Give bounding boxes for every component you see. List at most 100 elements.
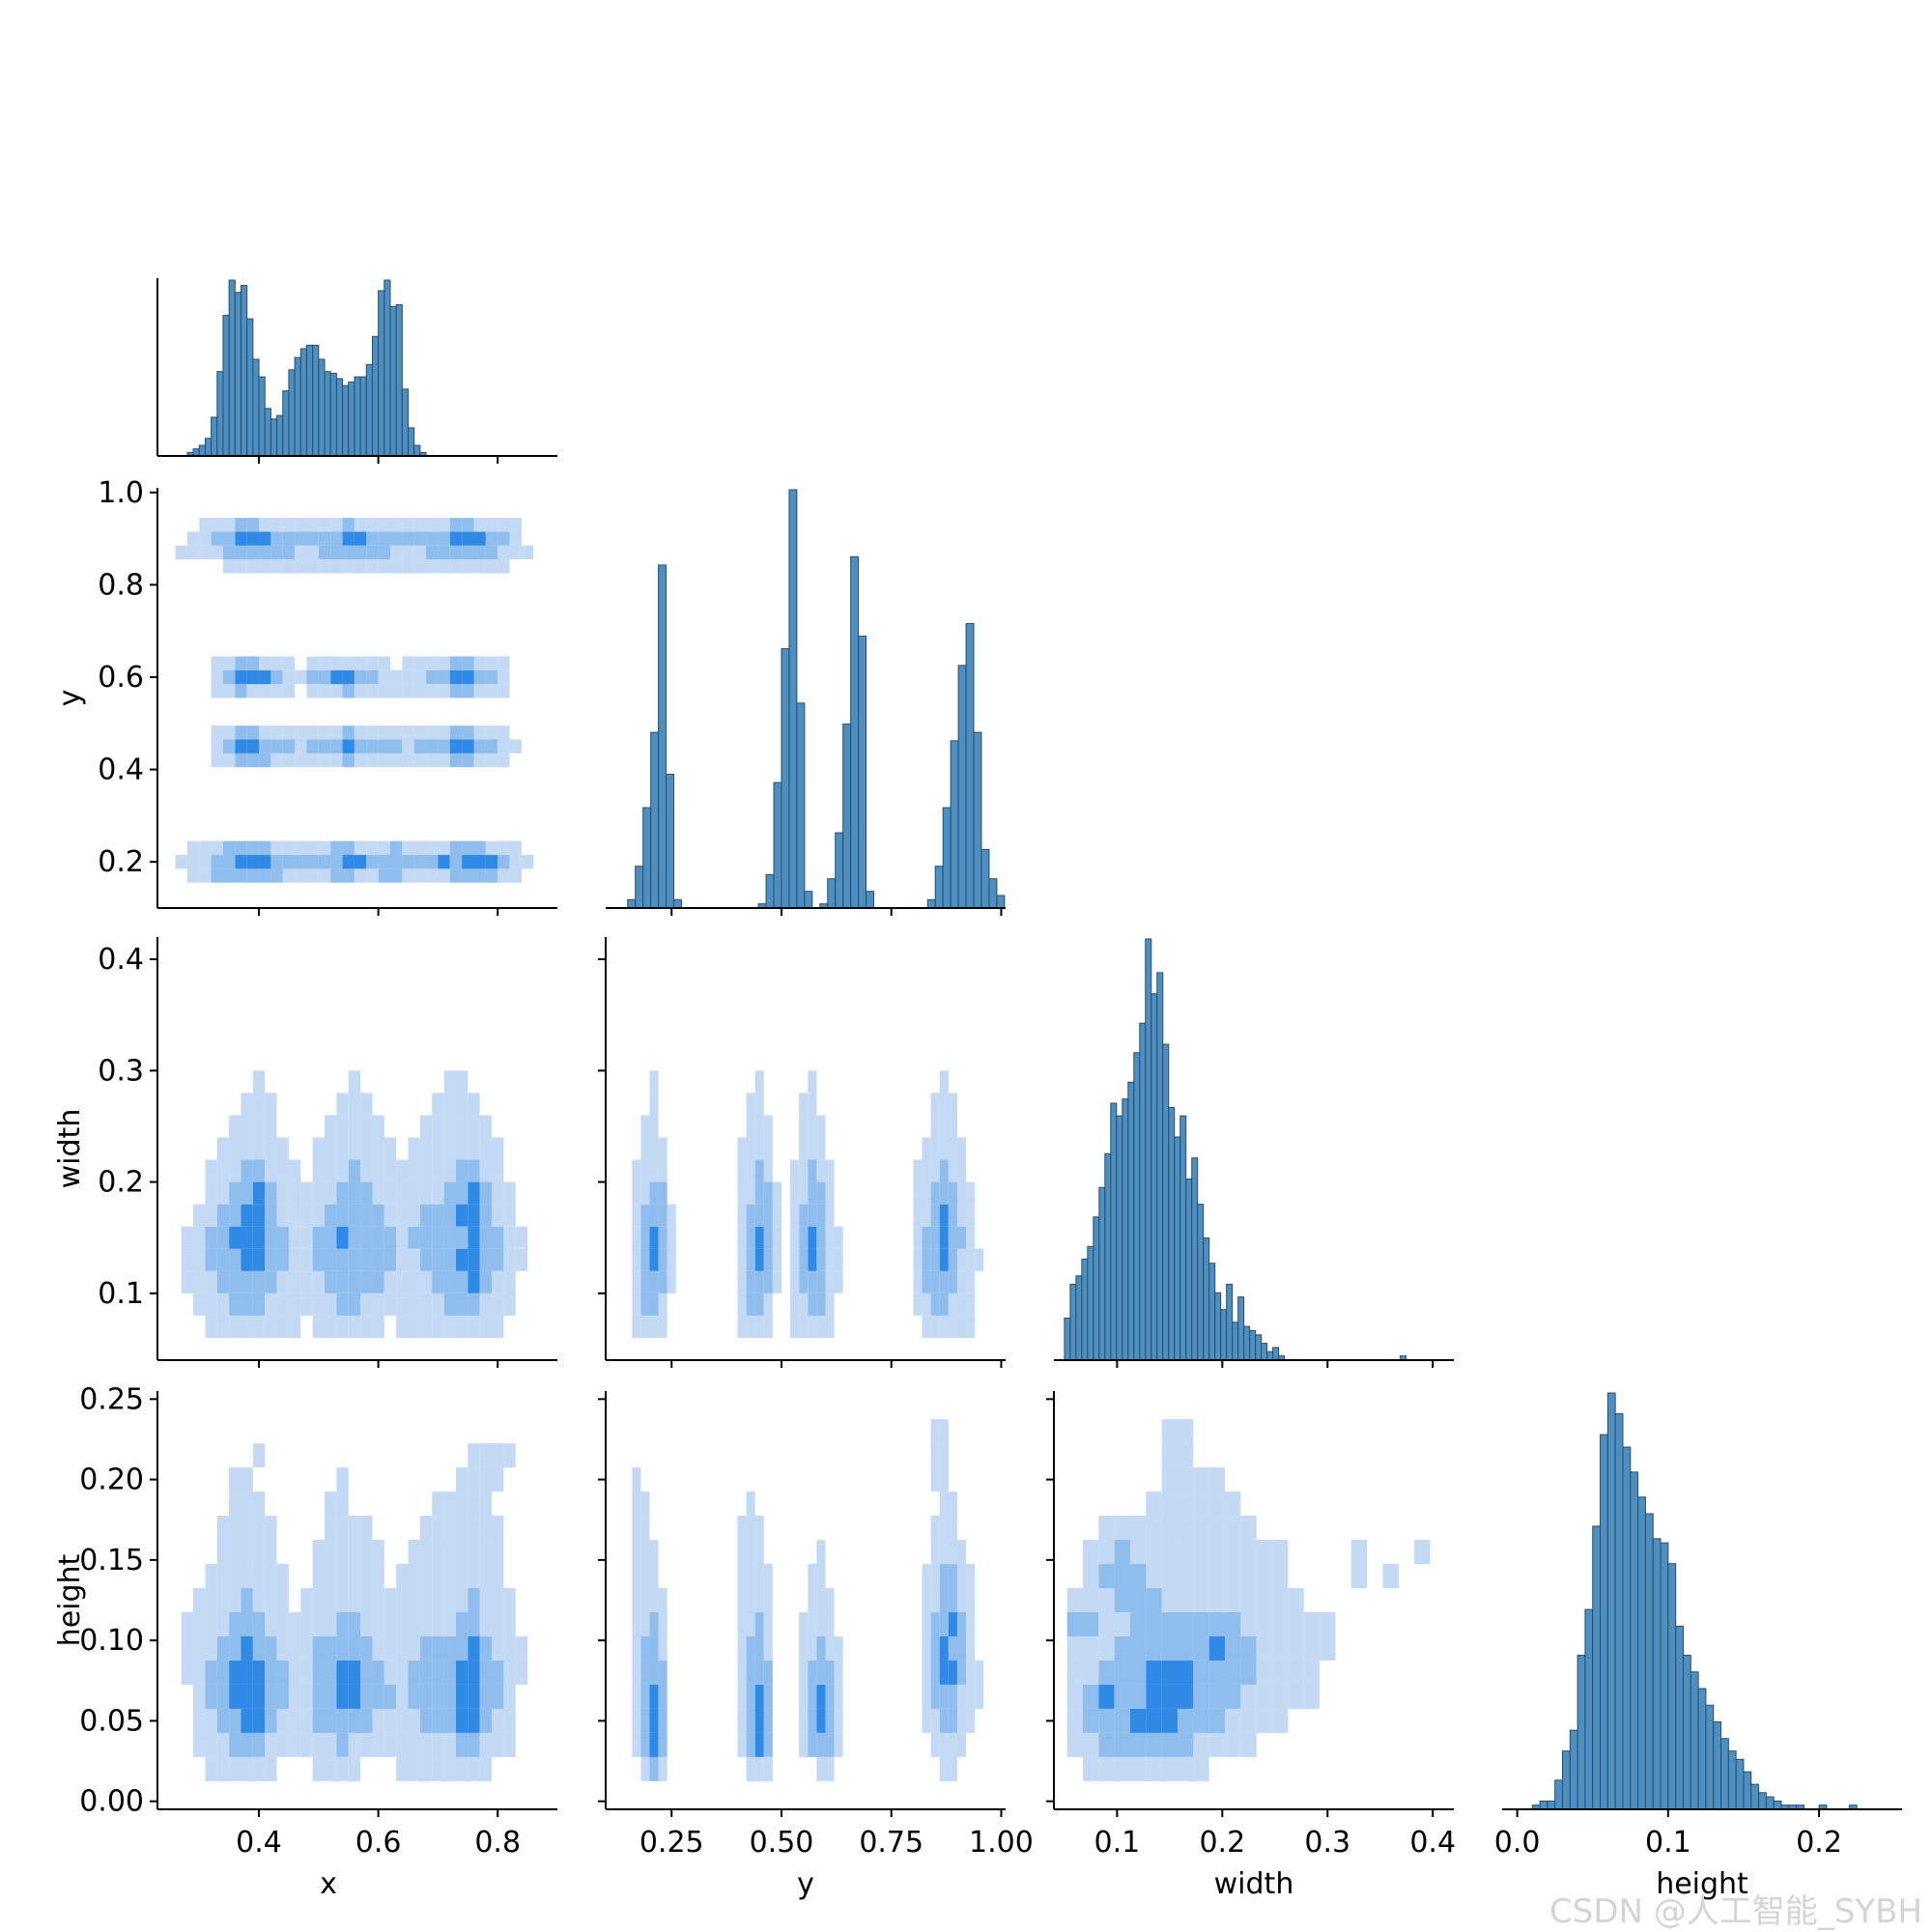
heatmap-cell [186,868,200,883]
heatmap-cell [1146,1588,1162,1612]
heatmap-cell [834,1708,843,1733]
heatmap-cell [1082,1564,1099,1589]
heatmap-cell [1256,1684,1273,1709]
heatmap-cell [282,656,296,670]
heatmap-cell [443,1204,456,1227]
heatmap-cell [241,1660,253,1685]
hist-bar [858,636,867,909]
hist-bar [1185,1179,1193,1361]
heatmap-cell [402,725,414,740]
heatmap-cell [222,684,236,698]
heatmap-cell [282,855,296,869]
heatmap-cell [325,1248,337,1271]
heatmap-cell [1225,1635,1241,1661]
heatmap-cell [235,753,247,768]
heatmap-cell [497,545,510,560]
heatmap-cell [808,1684,817,1709]
heatmap-cell [175,855,187,869]
heatmap-cell [259,545,271,560]
x-tick-label: 0.25 [639,1826,704,1860]
hist-bar [1122,1098,1129,1361]
heatmap-cell [241,1467,253,1492]
heatmap-cell [479,1181,493,1205]
heatmap-cell [1082,1708,1099,1733]
heatmap-cell [384,1248,397,1271]
heatmap-cell [443,1248,456,1271]
heatmap-cell [443,1226,456,1249]
heatmap-cell [808,1137,817,1160]
heatmap-cell [763,1564,773,1589]
heatmap-cell [252,1115,266,1138]
heatmap-cell [462,868,474,883]
heatmap-cell [205,1226,217,1249]
heatmap-cell [205,1756,217,1781]
heatmap-cell [503,1635,516,1661]
heatmap-cell [462,855,474,869]
heatmap-cell [211,753,223,768]
heatmap-cell [348,1226,361,1249]
heatmap-cell [640,1588,650,1612]
heatmap-cell [443,1315,456,1338]
heatmap-cell [492,1137,504,1160]
heatmap-cell [366,656,379,670]
heatmap-cell [318,739,331,753]
heatmap-cell [354,725,367,740]
heatmap-cell [252,1226,266,1249]
hist-bar [1600,1434,1608,1810]
heatmap-cell [455,1611,469,1636]
heatmap-cell [503,1611,516,1636]
heatmap-cell [252,1443,266,1468]
heatmap-cell [922,1248,931,1271]
heatmap-cell [1288,1611,1304,1636]
heatmap-cell [265,1684,277,1709]
hist-bar [1614,1413,1624,1810]
heatmap-cell [295,725,307,740]
heatmap-cell [229,1315,242,1338]
heatmap-cell [737,1684,747,1709]
hist-bar [1237,1296,1245,1361]
heatmap-cell [419,1226,433,1249]
heatmap-cell [306,753,319,768]
heatmap-cell [312,1226,326,1249]
heatmap-cell [509,739,522,753]
heatmap-cell [336,1635,349,1661]
heatmap-cell [1161,1732,1179,1757]
heatmap-cell [449,855,463,869]
heatmap-cell [366,855,379,869]
heatmap-cell [930,1732,940,1757]
hist-width [1064,938,1406,1361]
heatmap-cell [432,1315,444,1338]
heatmap-cell [276,1137,289,1160]
heatmap-cell [913,1248,923,1271]
heatmap-cell [1208,1732,1226,1757]
heatmap-cell [443,1293,456,1316]
hist-bar [666,773,675,909]
heatmap-cell [229,1248,242,1271]
heatmap-cell [222,725,236,740]
hist-bar [1569,1729,1578,1810]
heatmap-cell [816,1181,826,1205]
heatmap-cell [235,545,247,560]
heatmap-cell [1240,1708,1257,1733]
y-tick-label: 0.3 [98,1054,144,1088]
heatmap-cell [799,1137,809,1160]
heatmap-cell [1129,1635,1147,1661]
heatmap-cell [1193,1732,1209,1757]
heatmap-cell [229,1611,242,1636]
heatmap-cell [265,1660,277,1685]
heatmap-cell [318,669,331,685]
hist-bar [1208,1263,1216,1361]
heatmap-cell [1178,1708,1194,1733]
heatmap-cell [449,656,463,670]
heatmap-cell [632,1708,641,1733]
heatmap-cell [265,1226,277,1249]
heatmap-cell [396,1588,409,1612]
heatmap-cell [754,1115,764,1138]
heatmap-cell [372,1137,384,1160]
heatmap-cell [426,545,439,560]
heatmap-cell [632,1564,641,1589]
heatmap-cell [754,1159,764,1182]
heatmap-cell [966,1181,976,1205]
heatmap-cell [372,1315,384,1338]
heatmap-cell [939,1070,949,1094]
